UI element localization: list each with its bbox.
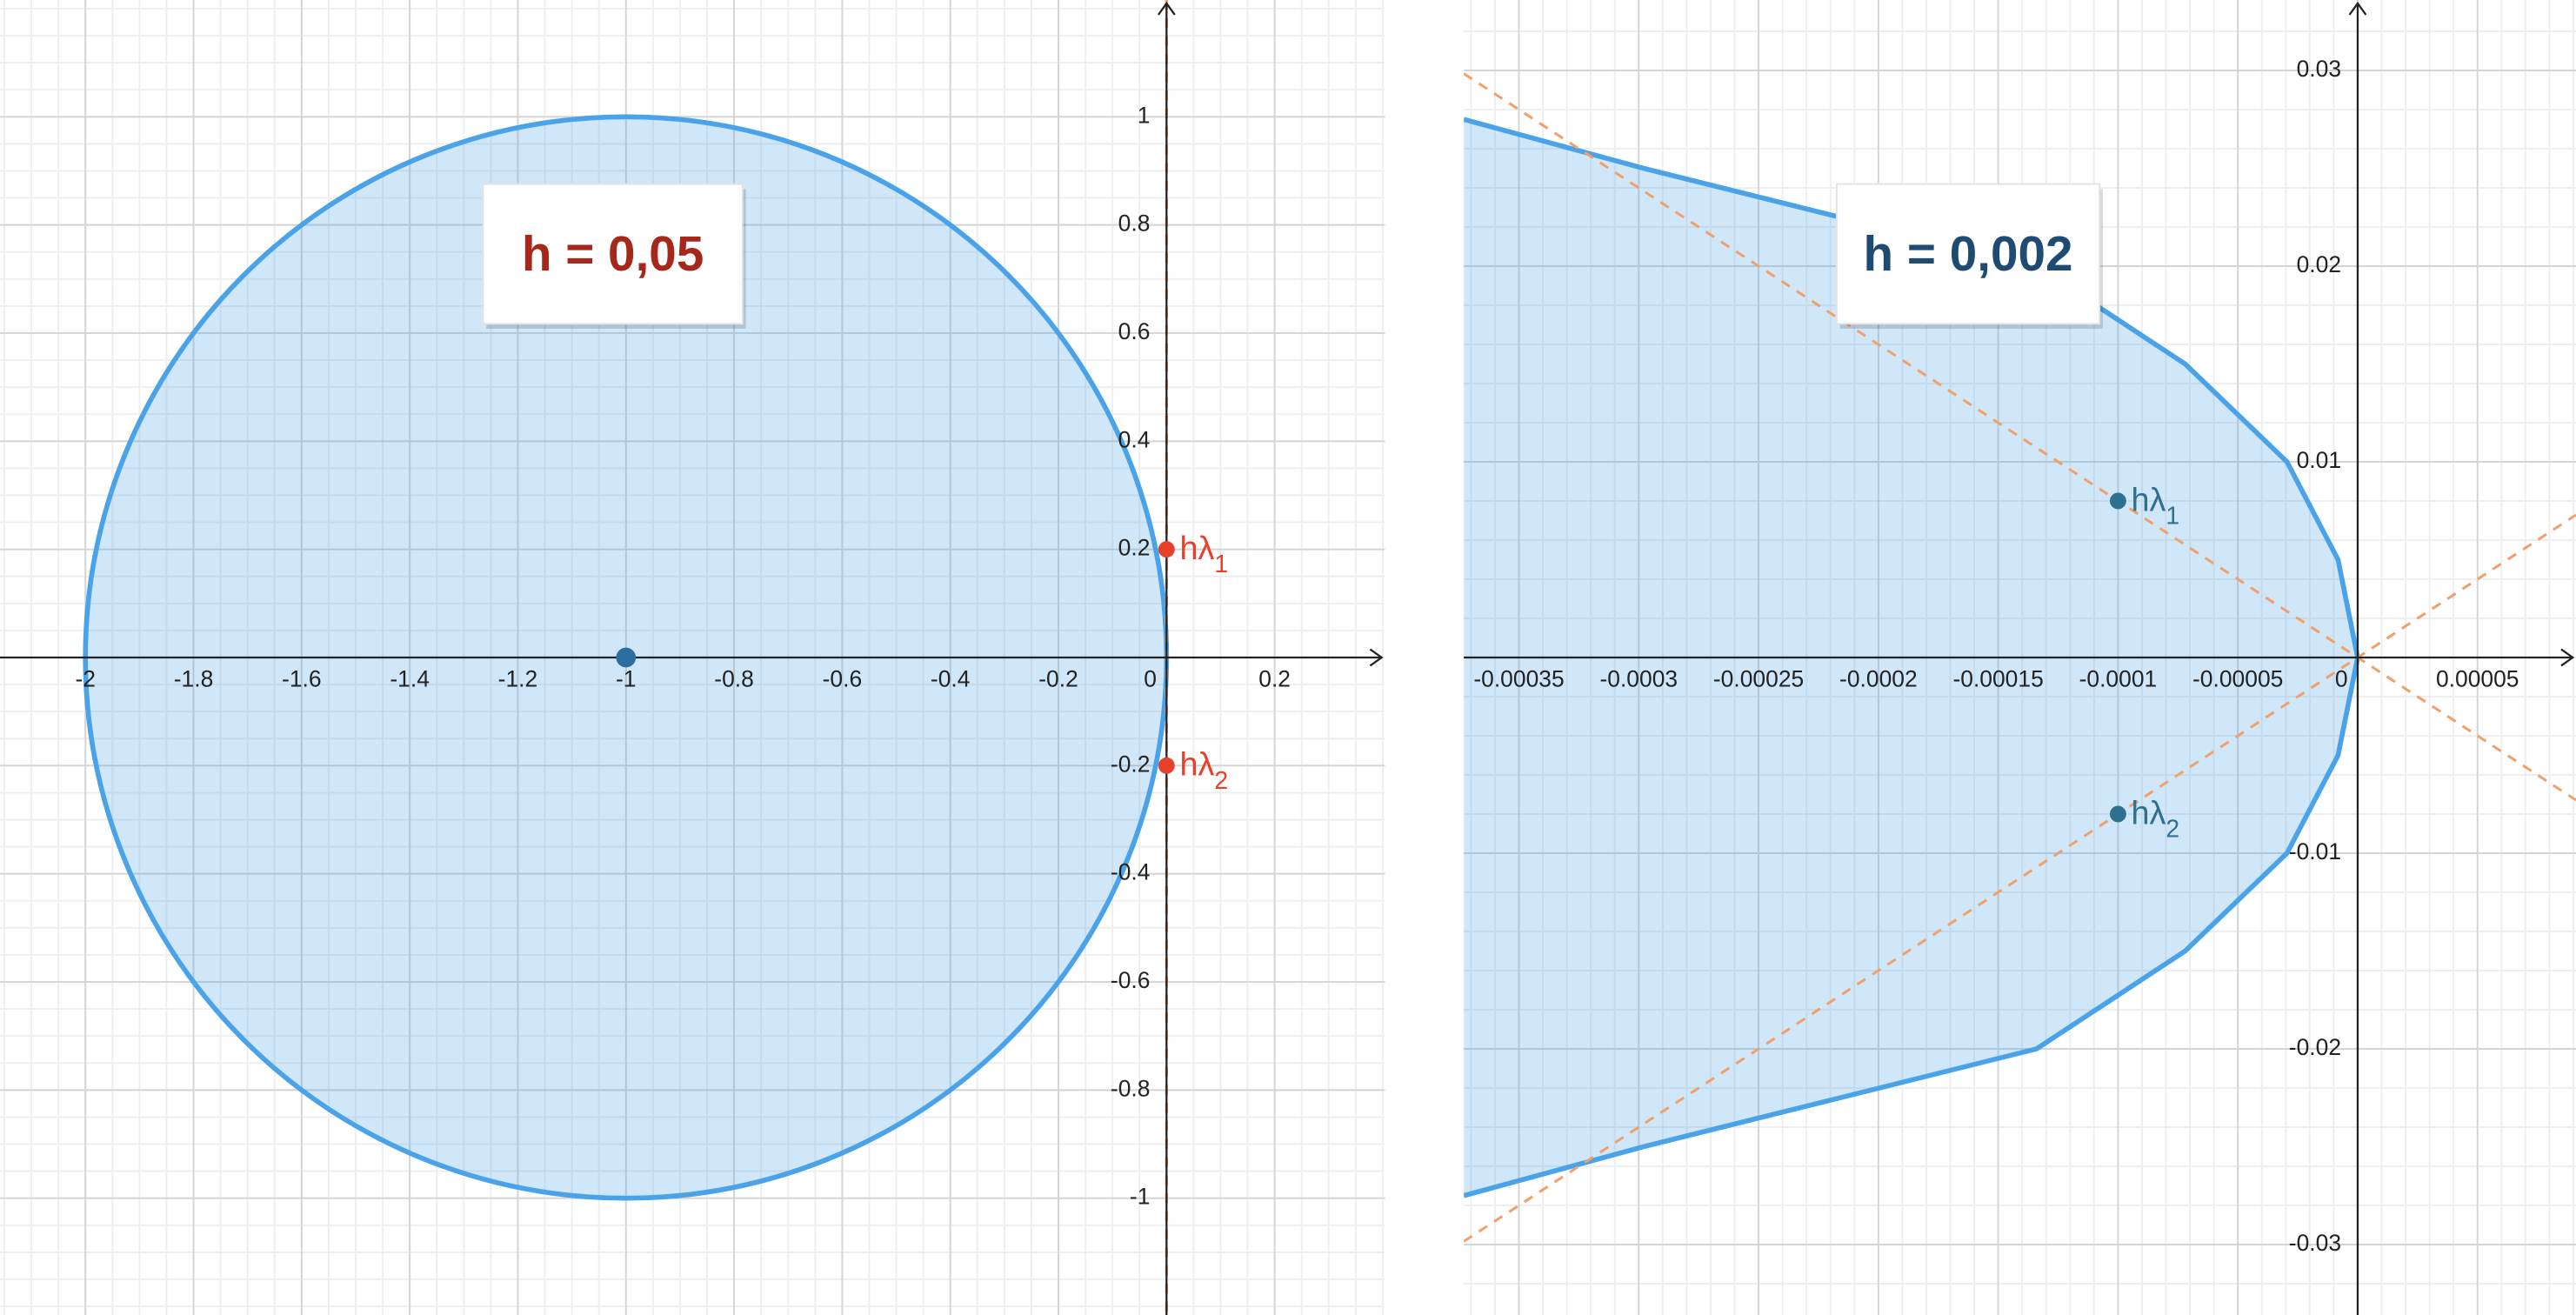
x-tick-label: -0.0002 xyxy=(1839,665,1918,691)
y-tick-label: -1 xyxy=(1130,1184,1151,1210)
point-label-text: hλ xyxy=(2132,482,2166,518)
x-tick-label: -0.00005 xyxy=(2192,665,2283,691)
y-tick-label: -0.03 xyxy=(2289,1230,2341,1256)
x-tick-label: -0.6 xyxy=(823,665,863,691)
point-label-text: hλ xyxy=(1179,747,1214,784)
y-tick-label: 1 xyxy=(1138,102,1151,128)
y-tick-label: 0.02 xyxy=(2297,251,2341,277)
x-tick-label: -0.2 xyxy=(1038,665,1078,691)
axes: -2 -1.8 -1.6 -1.4 -1.2 -1 -0.8 -0.6 -0.4 -0.2 0 0.2… xyxy=(0,1,1384,1315)
y-tick-label: 0.01 xyxy=(2297,447,2341,473)
x-axis-arrow xyxy=(1369,648,1384,667)
center-point xyxy=(616,647,637,668)
x-tick-label: -1.4 xyxy=(390,665,430,691)
point-label-text: hλ xyxy=(1179,531,1214,567)
axes: -0.00035 -0.0003 -0.00025 -0.0002 -0.00015 -0… xyxy=(1464,1,2575,1315)
eigenvalue-point xyxy=(1158,757,1175,774)
point-label: hλ2 xyxy=(2132,795,2180,843)
ray xyxy=(1464,513,2576,1243)
point-label: hλ2 xyxy=(1179,747,1228,795)
y-axis-arrow xyxy=(1157,1,1176,16)
annotation-box xyxy=(1835,183,2101,325)
annotation: h = 0,05 xyxy=(522,227,704,282)
point-label-text: hλ xyxy=(2132,795,2166,831)
ray xyxy=(1464,72,2576,802)
point-label: hλ1 xyxy=(1179,531,1228,578)
y-tick-label: -0.6 xyxy=(1111,967,1151,993)
y-tick-label: -0.4 xyxy=(1111,859,1151,885)
x-tick-label: -1.6 xyxy=(282,665,322,691)
x-tick-label: -0.4 xyxy=(931,665,971,691)
annotation-box xyxy=(482,183,744,325)
eigenvalue-point xyxy=(2109,492,2126,510)
x-tick-label: -2 xyxy=(75,665,96,691)
y-axis-arrow xyxy=(2348,1,2367,16)
x-tick-label: -1.2 xyxy=(498,665,538,691)
annotation: h = 0,002 xyxy=(1864,227,2073,282)
y-tick-label: -0.8 xyxy=(1111,1075,1151,1101)
point-label-subscript: 2 xyxy=(2166,815,2179,843)
point-label-subscript: 2 xyxy=(1214,767,1228,795)
x-tick-label: -1.8 xyxy=(174,665,214,691)
eigenvalue-point xyxy=(2109,805,2126,823)
point-label-subscript: 1 xyxy=(2166,502,2179,530)
y-tick-label: 0.2 xyxy=(1118,535,1151,561)
y-tick-label: -0.02 xyxy=(2289,1034,2341,1060)
x-tick-label: 0.00005 xyxy=(2436,665,2519,691)
x-tick-label: 0 xyxy=(2335,665,2348,691)
x-tick-label: -0.00015 xyxy=(1952,665,2043,691)
y-tick-label: 0.03 xyxy=(2297,56,2341,82)
x-tick-label: 0.2 xyxy=(1258,665,1291,691)
y-tick-label: -0.01 xyxy=(2289,838,2341,864)
x-axis-arrow xyxy=(2560,648,2575,667)
x-tick-label: -0.0003 xyxy=(1599,665,1678,691)
y-tick-label: -0.2 xyxy=(1111,751,1151,777)
y-tick-label: 0.4 xyxy=(1118,426,1151,452)
x-tick-label: -0.00035 xyxy=(1473,665,1564,691)
x-tick-label: -0.8 xyxy=(714,665,754,691)
y-tick-label: 0.8 xyxy=(1118,210,1151,237)
point-label: hλ1 xyxy=(2132,482,2180,530)
x-tick-label: -1 xyxy=(616,665,637,691)
x-tick-label: -0.00025 xyxy=(1713,665,1804,691)
point-label-subscript: 1 xyxy=(1214,551,1228,578)
eigenvalue-point xyxy=(1158,541,1175,558)
x-tick-label: 0 xyxy=(1144,665,1157,691)
x-tick-label: -0.0001 xyxy=(2079,665,2158,691)
y-tick-label: 0.6 xyxy=(1118,318,1151,344)
